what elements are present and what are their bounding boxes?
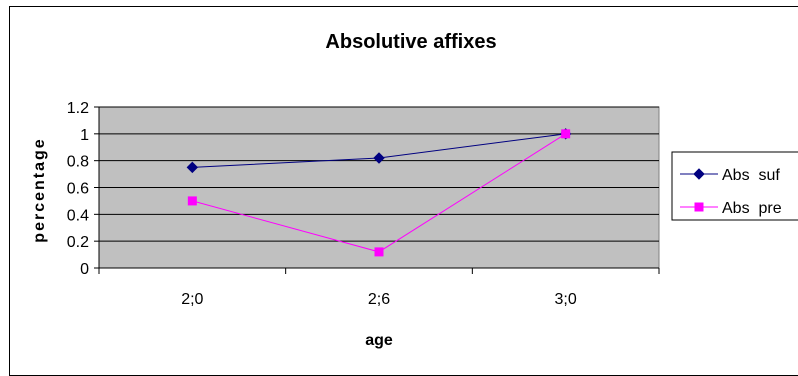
legend-item: Abs suf: [680, 167, 780, 184]
legend-item: Abs pre: [680, 200, 782, 217]
series-layer: [186, 128, 572, 257]
legend-marker: [693, 168, 705, 180]
x-axis-ticks: 2;0 2;6 3;0: [98, 268, 660, 308]
data-point: [561, 129, 571, 139]
legend-label: Abs pre: [722, 200, 782, 217]
x-tick-label: 3;0: [555, 291, 577, 308]
y-tick-label: 0.4: [67, 207, 89, 224]
y-tick-label: 0.8: [67, 154, 89, 171]
data-point: [373, 152, 385, 164]
y-tick-label: 1: [80, 127, 89, 144]
data-point: [187, 196, 197, 206]
legend-label: Abs suf: [722, 167, 780, 184]
legend-marker: [694, 202, 704, 212]
x-axis-title: age: [365, 332, 393, 349]
legend-box: [671, 151, 798, 221]
x-tick-label: 2;6: [368, 291, 390, 308]
legend: Abs suf Abs pre: [671, 151, 798, 221]
chart-title: Absolutive affixes: [325, 31, 496, 53]
series-2: [187, 129, 571, 257]
y-tick-label: 0: [80, 261, 89, 278]
y-tick-label: 0.6: [67, 181, 89, 198]
data-point: [374, 247, 384, 257]
data-point: [186, 161, 199, 174]
x-tick-label: 2;0: [181, 291, 203, 308]
series-1: [186, 128, 572, 174]
y-tick-label: 1.2: [67, 100, 89, 117]
y-axis-title: percentage: [31, 137, 48, 242]
y-axis-ticks: 0 0.2 0.4 0.6 0.8 1 1.2: [67, 100, 659, 278]
y-tick-label: 0.2: [67, 234, 89, 251]
